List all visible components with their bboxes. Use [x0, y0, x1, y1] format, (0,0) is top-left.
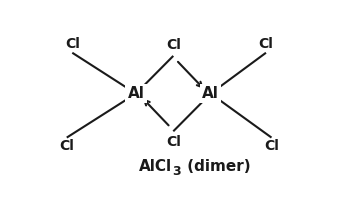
Text: Cl: Cl — [59, 139, 74, 153]
Text: AlCl: AlCl — [139, 159, 172, 174]
Text: Al: Al — [202, 86, 219, 101]
Text: Cl: Cl — [65, 37, 80, 51]
Text: Cl: Cl — [258, 37, 273, 51]
Text: Cl: Cl — [264, 139, 279, 153]
Text: (dimer): (dimer) — [182, 159, 250, 174]
Text: Al: Al — [127, 86, 144, 101]
Text: 3: 3 — [172, 165, 181, 178]
Text: Cl: Cl — [166, 38, 181, 52]
Text: Cl: Cl — [166, 135, 181, 149]
